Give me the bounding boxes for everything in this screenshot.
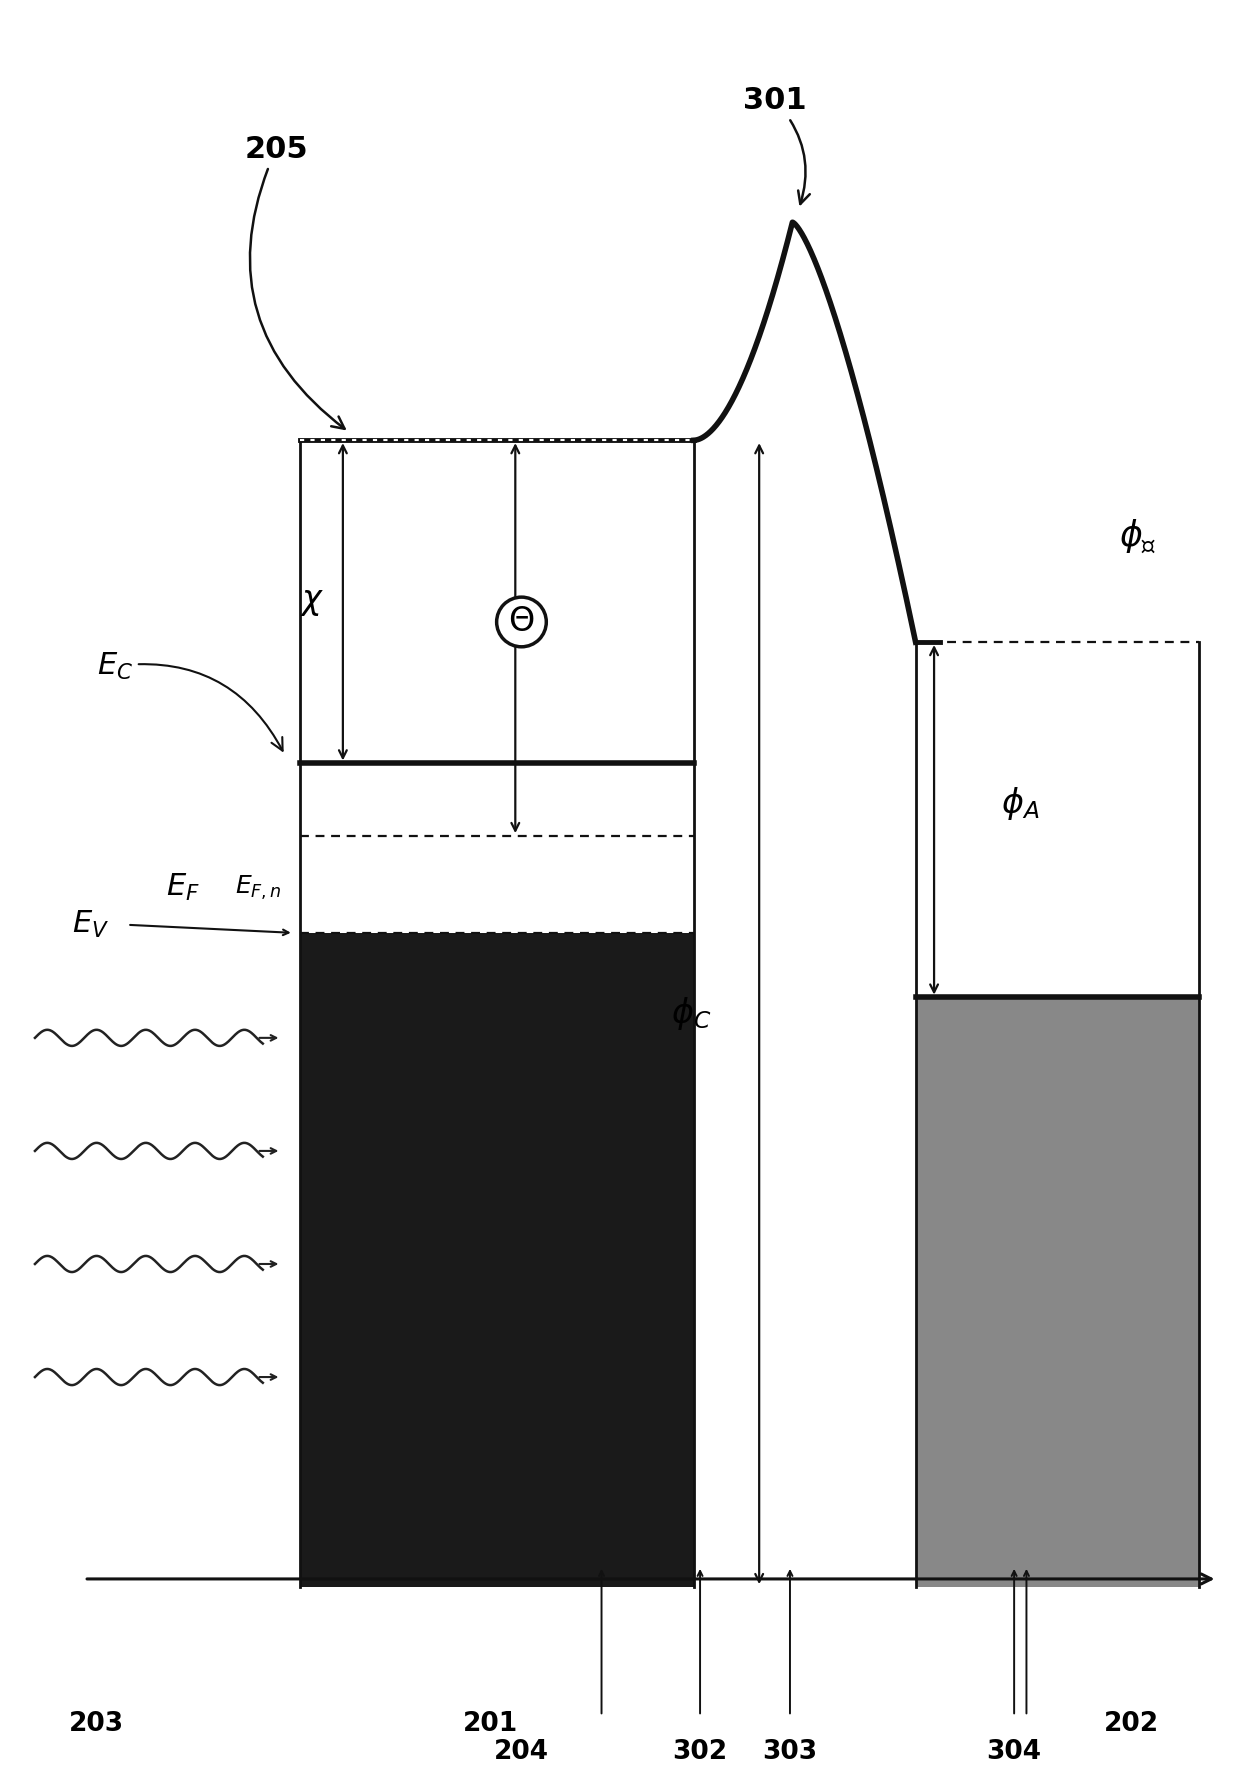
Text: $E_V$: $E_V$: [72, 909, 109, 941]
Text: $\phi_{真}$: $\phi_{真}$: [1118, 518, 1156, 557]
Text: $E_C$: $E_C$: [97, 650, 283, 751]
Text: 204: 204: [494, 1739, 549, 1765]
Text: $E_{F,n}$: $E_{F,n}$: [234, 873, 281, 901]
Text: 201: 201: [463, 1712, 518, 1737]
Text: $\phi_C$: $\phi_C$: [671, 994, 712, 1032]
Text: $\phi_A$: $\phi_A$: [1001, 785, 1039, 823]
Text: 205: 205: [244, 134, 345, 428]
Bar: [915, 998, 1199, 1587]
Text: 202: 202: [1104, 1712, 1158, 1737]
Text: 303: 303: [763, 1739, 817, 1765]
Text: $E_F$: $E_F$: [166, 873, 200, 903]
Text: 301: 301: [743, 86, 810, 203]
Text: $\chi$: $\chi$: [300, 585, 324, 618]
Bar: [300, 934, 694, 1587]
Text: $\Theta$: $\Theta$: [508, 605, 534, 639]
Text: 302: 302: [672, 1739, 728, 1765]
Text: 203: 203: [69, 1712, 124, 1737]
Text: 304: 304: [987, 1739, 1042, 1765]
